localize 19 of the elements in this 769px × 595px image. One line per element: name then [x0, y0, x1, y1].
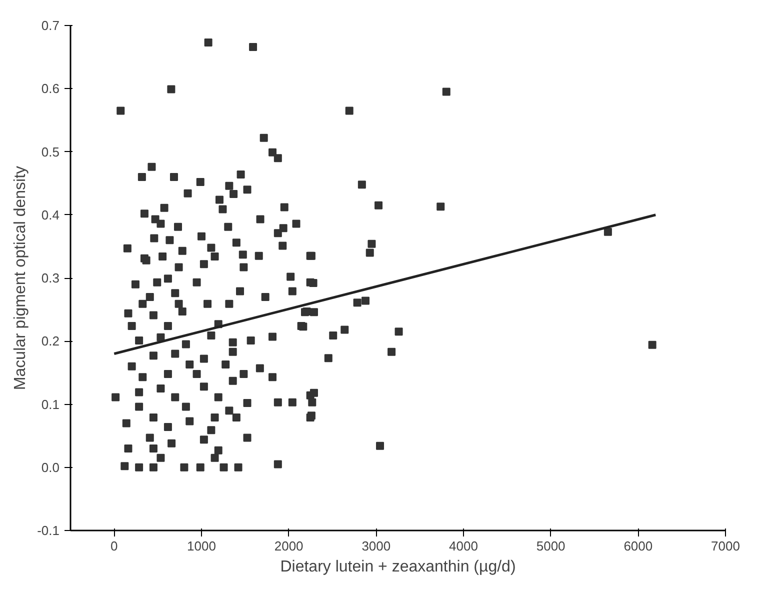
y-tick-label: 0.4: [41, 207, 60, 222]
y-tick-label: -0.1: [37, 523, 60, 538]
x-tick-label: 2000: [274, 538, 304, 554]
x-tick-label: 4000: [449, 538, 478, 554]
x-tick-label: 3000: [362, 538, 391, 554]
y-tick-label: 0.1: [41, 396, 60, 412]
x-tick-label: 7000: [711, 538, 740, 554]
y-tick-label: 0.3: [41, 270, 60, 286]
y-tick-label: 0.5: [41, 144, 60, 160]
x-tick-label: 5000: [536, 538, 566, 554]
y-axis-title: Macular pigment optical density: [12, 166, 30, 390]
y-tick-label: 0.6: [41, 81, 60, 96]
x-tick-label: 0: [110, 538, 118, 554]
x-axis-title: Dietary lutein + zeaxanthin (µg/d): [280, 558, 516, 576]
y-tick-label: 0.7: [41, 18, 60, 33]
x-tick-label: 6000: [624, 538, 653, 554]
x-tick-label: 1000: [187, 538, 216, 554]
y-tick-label: 0.0: [41, 460, 60, 475]
y-tick-label: 0.2: [41, 334, 60, 349]
